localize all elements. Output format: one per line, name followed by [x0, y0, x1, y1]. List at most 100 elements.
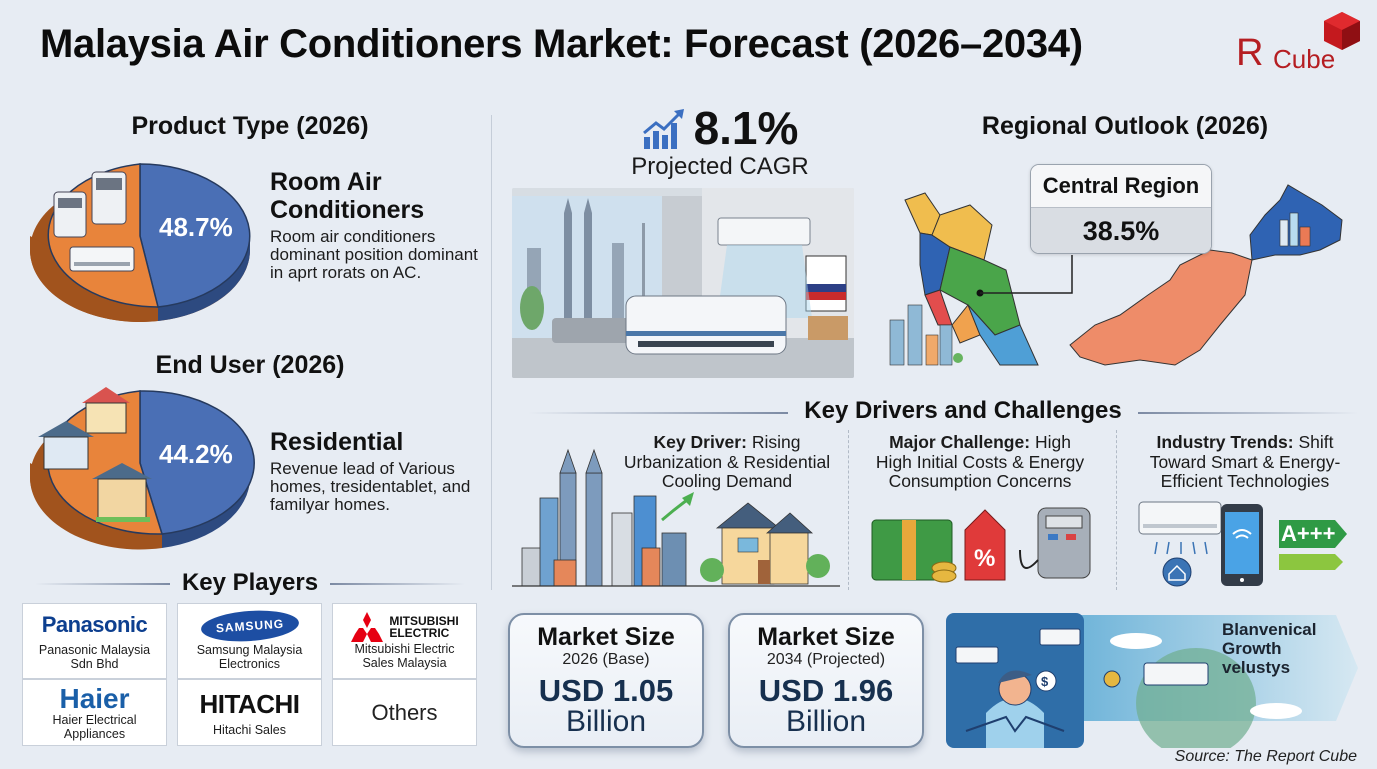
divider-line — [1138, 412, 1358, 414]
driver-text: Rising — [751, 432, 801, 452]
room-scene — [512, 188, 854, 378]
player-hitachi: HITACHI Hitachi Sales — [177, 679, 322, 746]
divider-line — [330, 583, 465, 585]
player-panasonic: Panasonic Panasonic Malaysia Sdn Bhd — [22, 603, 167, 679]
banner-line: Blanvenical — [1222, 620, 1317, 639]
central-region-callout: Central Region 38.5% — [1030, 164, 1212, 254]
segment-description: Revenue lead of Various homes, tresident… — [270, 459, 471, 514]
player-name: Appliances — [63, 726, 126, 741]
end-user-legend: Residential Revenue lead of Various home… — [270, 428, 480, 514]
card-title: Market Size — [537, 623, 675, 651]
trend-text: Toward Smart & Energy- — [1149, 451, 1341, 472]
brand-line: ELECTRIC — [389, 626, 450, 640]
source-credit: Source: The Report Cube — [1174, 748, 1357, 765]
svg-text:$: $ — [1041, 674, 1049, 689]
player-name: Sdn Bhd — [70, 656, 119, 671]
smartphone-icon — [1221, 504, 1263, 586]
card-unit: Billion — [785, 705, 867, 738]
major-challenge-text: Major Challenge: High High Initial Costs… — [852, 432, 1108, 492]
panasonic-logo: Panasonic — [41, 611, 148, 637]
column-divider — [848, 430, 849, 590]
segment-title-line1: Room Air — [270, 168, 382, 196]
market-size-2026-card: Market Size 2026 (Base) USD 1.05 Billion — [508, 613, 704, 748]
trend-label: Industry Trends: — [1156, 432, 1294, 452]
key-driver-text: Key Driver: Rising Urbanization & Reside… — [612, 432, 842, 492]
smart-home-icon — [1162, 557, 1192, 587]
column-divider — [1116, 430, 1117, 590]
product-type-share: 48.7% — [159, 212, 233, 242]
segment-title-line2: Conditioners — [270, 196, 425, 224]
malaysia-map-graphic — [889, 184, 1343, 366]
air-conditioner-icon — [1143, 662, 1209, 686]
money-price-meter-graphic: % — [871, 507, 1091, 583]
electric-meter-icon — [1019, 507, 1091, 579]
logo-mark: Я — [1236, 32, 1264, 74]
driver-text: Cooling Demand — [661, 471, 793, 491]
driver-text: Urbanization & Residential — [623, 451, 831, 472]
segment-title: Residential — [270, 428, 404, 456]
report-cube-logo: Я Cube — [1236, 10, 1366, 74]
card-unit: Billion — [565, 705, 647, 738]
player-name: Hitachi Sales — [213, 722, 286, 737]
segment-description: Room air conditioners dominant position … — [270, 227, 478, 282]
key-players-grid: Panasonic Panasonic Malaysia Sdn Bhd SAM… — [22, 603, 478, 746]
drivers-heading-row: Key Drivers and Challenges — [508, 397, 1364, 427]
growth-banner-text: Blanvenical Growth velustys — [1222, 620, 1317, 677]
card-value: USD 1.05 — [538, 673, 674, 708]
brand-line: MITSUBISHI — [389, 614, 459, 628]
key-players-heading: Key Players — [181, 569, 319, 596]
cagr-label: Projected CAGR — [631, 153, 809, 180]
pie-chart-graphic — [29, 387, 255, 550]
region-share: 38.5% — [1031, 207, 1211, 253]
malaysia-map — [880, 175, 1360, 375]
challenge-text: High Initial Costs & Energy — [875, 451, 1085, 472]
player-samsung: SAMSUNG Samsung Malaysia Electronics — [177, 603, 322, 679]
growth-chart-icon — [642, 109, 684, 149]
energy-label-text: A+++ — [1281, 521, 1336, 546]
player-name: Panasonic Malaysia — [38, 642, 151, 657]
cagr-block: 8.1% Projected CAGR — [600, 102, 840, 180]
divider-line — [35, 583, 170, 585]
living-room-ac-illustration — [512, 188, 854, 378]
product-type-pie-chart: 48.7% — [26, 150, 256, 330]
growth-banner: $ — [946, 613, 1360, 758]
trend-text: Efficient Technologies — [1160, 471, 1330, 491]
cube-icon — [1324, 12, 1360, 50]
player-name: Haier Electrical — [52, 712, 137, 727]
coin-icon — [1103, 670, 1121, 688]
infographic-title: Malaysia Air Conditioners Market: Foreca… — [40, 22, 1083, 66]
trend-text: Shift — [1298, 432, 1334, 452]
column-divider — [491, 115, 492, 590]
growth-banner-graphic: $ — [946, 613, 1358, 758]
card-subtitle: 2026 (Base) — [562, 651, 650, 668]
divider-line — [528, 412, 788, 414]
haier-logo: Haier — [59, 682, 130, 714]
samsung-logo: SAMSUNG — [199, 607, 300, 645]
pie-chart-graphic — [30, 163, 251, 322]
end-user-share: 44.2% — [159, 439, 233, 469]
player-name: Samsung Malaysia — [196, 643, 303, 657]
banner-line: Growth — [1222, 639, 1282, 658]
player-name: Sales Malaysia — [362, 656, 447, 670]
player-name: Mitsubishi Electric — [354, 642, 455, 656]
urbanization-illustration — [512, 448, 840, 590]
player-others: Others — [332, 679, 477, 746]
dollar-icon — [1035, 670, 1057, 692]
card-subtitle: 2034 (Projected) — [766, 651, 886, 668]
hitachi-logo: HITACHI — [199, 688, 300, 719]
industry-trends-text: Industry Trends: Shift Toward Smart & En… — [1125, 432, 1365, 492]
smart-ac-graphic — [1138, 501, 1347, 587]
cost-illustration: % — [870, 500, 1100, 590]
regional-outlook-heading: Regional Outlook (2026) — [981, 112, 1269, 140]
logo-text: Cube — [1273, 44, 1336, 74]
price-tag-icon: % — [964, 509, 1006, 581]
mitsubishi-logo: MITSUBISHI ELECTRIC — [350, 612, 459, 642]
challenge-text: High — [1034, 432, 1071, 452]
money-stack-icon — [871, 519, 957, 583]
banner-line: velustys — [1222, 658, 1291, 677]
end-user-pie-chart: 44.2% — [26, 385, 256, 565]
cagr-value: 8.1% — [693, 102, 799, 154]
air-conditioner-icon — [1138, 501, 1222, 555]
three-diamonds-icon — [351, 612, 384, 642]
challenge-label: Major Challenge: — [889, 432, 1031, 452]
